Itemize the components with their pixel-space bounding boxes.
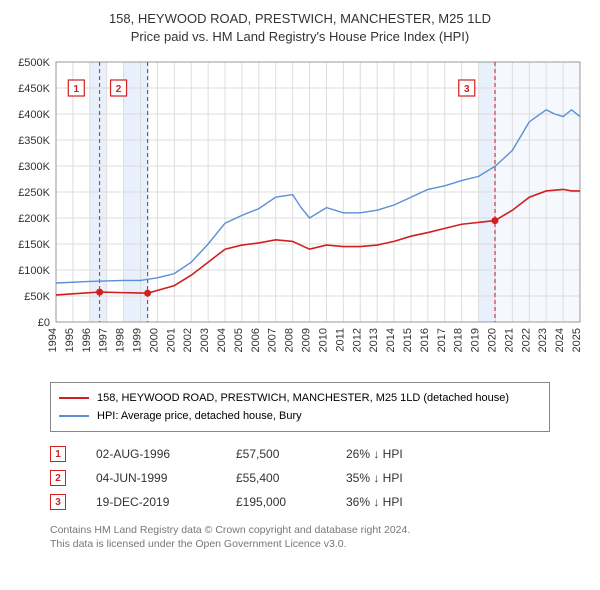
svg-text:1994: 1994	[47, 328, 59, 352]
marker-row-0: 1 02-AUG-1996 £57,500 26% ↓ HPI	[50, 442, 590, 466]
legend-swatch	[59, 415, 89, 417]
svg-text:£50K: £50K	[24, 291, 50, 303]
svg-text:2021: 2021	[503, 328, 515, 352]
svg-text:3: 3	[464, 84, 470, 95]
svg-text:2002: 2002	[182, 328, 194, 352]
svg-text:2001: 2001	[165, 328, 177, 352]
marker-price: £57,500	[236, 447, 316, 461]
marker-row-2: 3 19-DEC-2019 £195,000 36% ↓ HPI	[50, 490, 590, 514]
svg-text:2003: 2003	[199, 328, 211, 352]
marker-pct: 35% ↓ HPI	[346, 471, 446, 485]
svg-text:2005: 2005	[233, 328, 245, 352]
legend-label: HPI: Average price, detached house, Bury	[97, 410, 302, 422]
svg-text:2009: 2009	[301, 328, 313, 352]
footer-note: Contains HM Land Registry data © Crown c…	[50, 524, 590, 551]
legend-row-0: 158, HEYWOOD ROAD, PRESTWICH, MANCHESTER…	[59, 389, 541, 407]
svg-text:£250K: £250K	[18, 187, 50, 199]
marker-badge: 2	[50, 470, 66, 486]
legend-swatch	[59, 397, 89, 399]
svg-text:2018: 2018	[453, 328, 465, 352]
svg-text:2013: 2013	[368, 328, 380, 352]
svg-text:2019: 2019	[470, 328, 482, 352]
marker-pct: 36% ↓ HPI	[346, 495, 446, 509]
marker-pct: 26% ↓ HPI	[346, 447, 446, 461]
marker-price: £55,400	[236, 471, 316, 485]
svg-text:2025: 2025	[571, 328, 583, 352]
svg-text:2017: 2017	[436, 328, 448, 352]
plot-area: £0 £50K £100K £150K £200K £250K £300K £350K £400…	[10, 54, 590, 374]
svg-text:2022: 2022	[520, 328, 532, 352]
legend-box: 158, HEYWOOD ROAD, PRESTWICH, MANCHESTER…	[50, 382, 550, 432]
svg-text:£200K: £200K	[18, 213, 50, 225]
footer-line-1: Contains HM Land Registry data © Crown c…	[50, 524, 590, 538]
svg-text:1: 1	[74, 84, 80, 95]
svg-text:1999: 1999	[132, 328, 144, 352]
svg-text:2004: 2004	[216, 328, 228, 352]
svg-text:£400K: £400K	[18, 109, 50, 121]
svg-text:2011: 2011	[334, 328, 346, 352]
legend-label: 158, HEYWOOD ROAD, PRESTWICH, MANCHESTER…	[97, 392, 509, 404]
svg-text:£500K: £500K	[18, 57, 50, 69]
svg-text:£0: £0	[38, 317, 50, 329]
svg-text:2008: 2008	[284, 328, 296, 352]
legend-row-1: HPI: Average price, detached house, Bury	[59, 407, 541, 425]
svg-text:2015: 2015	[402, 328, 414, 352]
chart-container: 158, HEYWOOD ROAD, PRESTWICH, MANCHESTER…	[10, 10, 590, 552]
marker-badge: 3	[50, 494, 66, 510]
svg-text:2016: 2016	[419, 328, 431, 352]
marker-date: 04-JUN-1999	[96, 471, 206, 485]
marker-badge: 1	[50, 446, 66, 462]
svg-text:1997: 1997	[98, 328, 110, 352]
chart-svg: £0 £50K £100K £150K £200K £250K £300K £350K £400…	[10, 54, 590, 374]
svg-text:£150K: £150K	[18, 239, 50, 251]
svg-text:2000: 2000	[148, 328, 160, 352]
svg-text:2006: 2006	[250, 328, 262, 352]
svg-text:1998: 1998	[115, 328, 127, 352]
marker-row-1: 2 04-JUN-1999 £55,400 35% ↓ HPI	[50, 466, 590, 490]
title-line-1: 158, HEYWOOD ROAD, PRESTWICH, MANCHESTER…	[10, 10, 590, 28]
svg-text:1995: 1995	[64, 328, 76, 352]
marker-date: 19-DEC-2019	[96, 495, 206, 509]
svg-text:2010: 2010	[317, 328, 329, 352]
svg-text:£300K: £300K	[18, 161, 50, 173]
svg-text:2: 2	[116, 84, 122, 95]
svg-text:2014: 2014	[385, 328, 397, 352]
svg-text:£100K: £100K	[18, 265, 50, 277]
svg-text:£450K: £450K	[18, 83, 50, 95]
markers-table: 1 02-AUG-1996 £57,500 26% ↓ HPI 2 04-JUN-1999…	[50, 442, 590, 514]
footer-line-2: This data is licensed under the Open Gov…	[50, 538, 590, 552]
svg-text:2024: 2024	[554, 328, 566, 352]
svg-text:2012: 2012	[351, 328, 363, 352]
svg-text:1996: 1996	[81, 328, 93, 352]
title-block: 158, HEYWOOD ROAD, PRESTWICH, MANCHESTER…	[10, 10, 590, 46]
svg-text:2007: 2007	[267, 328, 279, 352]
svg-text:£350K: £350K	[18, 135, 50, 147]
svg-text:2023: 2023	[537, 328, 549, 352]
marker-date: 02-AUG-1996	[96, 447, 206, 461]
svg-text:2020: 2020	[486, 328, 498, 352]
title-line-2: Price paid vs. HM Land Registry's House …	[10, 28, 590, 46]
marker-price: £195,000	[236, 495, 316, 509]
